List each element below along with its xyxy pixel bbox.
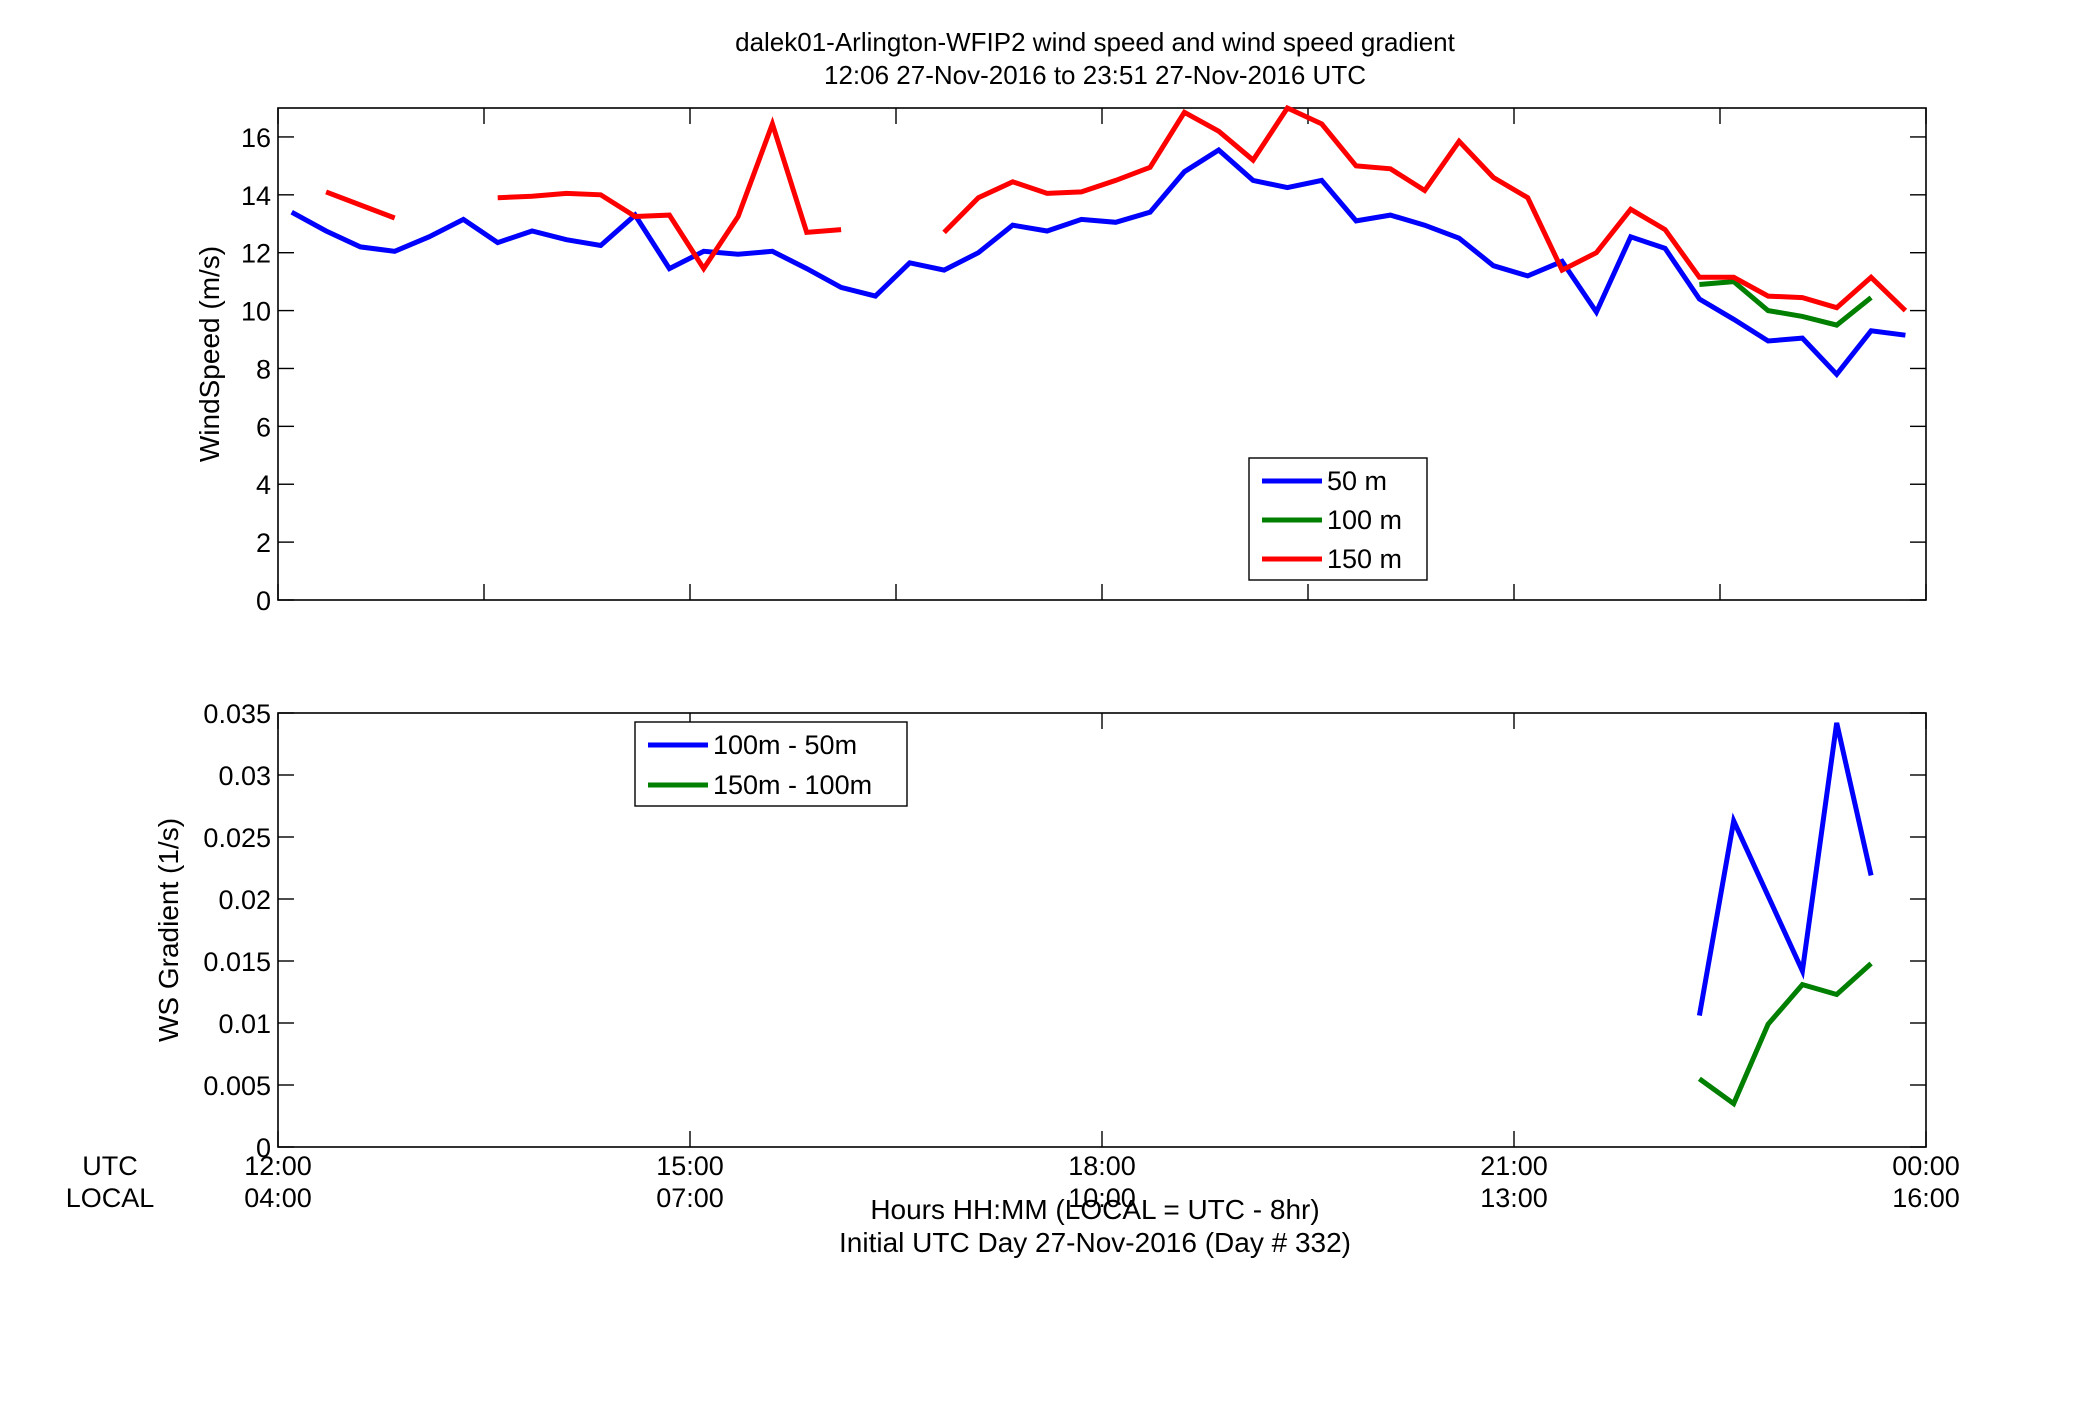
y-tick-label: 0.02	[218, 885, 271, 915]
y-tick-label: 0.035	[203, 699, 271, 729]
gradient-legend: 100m - 50m 150m - 100m	[634, 721, 908, 807]
y-tick-label: 0.015	[203, 947, 271, 977]
series-line-100-m	[1699, 279, 1873, 328]
legend-entry-label: 50 m	[1327, 466, 1387, 496]
y-tick-label: 14	[241, 181, 271, 211]
y-tick-label: 4	[256, 470, 271, 500]
local-tick-label: 13:00	[1480, 1183, 1548, 1213]
y-tick-label: 0.005	[203, 1071, 271, 1101]
utc-tick-label: 18:00	[1068, 1151, 1136, 1181]
y-tick-label: 0.01	[218, 1009, 271, 1039]
series-line-150-m	[325, 189, 396, 221]
chart-subtitle: 12:06 27-Nov-2016 to 23:51 27-Nov-2016 U…	[824, 60, 1366, 90]
series-line-150-m	[942, 104, 1908, 313]
y-tick-label: 16	[241, 123, 271, 153]
series-line-100m-50m	[1696, 722, 1874, 1017]
y-tick-label: 0.03	[218, 761, 271, 791]
local-tick-label: 16:00	[1892, 1183, 1960, 1213]
y-tick-label: 0	[256, 1133, 271, 1163]
time-axis-labels: UTC LOCAL 12:00 15:00 18:00 21:00 00:00 04:00…	[66, 1151, 1960, 1213]
y-tick-label: 10	[241, 297, 271, 327]
y-tick-label: 0	[256, 586, 271, 616]
plot-frame	[277, 712, 1927, 1148]
utc-tick-label: 00:00	[1892, 1151, 1960, 1181]
chart-title: dalek01-Arlington-WFIP2 wind speed and w…	[735, 27, 1456, 57]
y-tick-label: 0.025	[203, 823, 271, 853]
wind-speed-legend: 50 m 100 m 150 m	[1248, 457, 1428, 581]
legend-box	[634, 721, 908, 807]
series-line-150m-100m	[1697, 961, 1873, 1108]
plot-frame	[277, 107, 1927, 601]
y-axis-label: WS Gradient (1/s)	[153, 818, 184, 1042]
series-line-50-m	[290, 146, 1906, 379]
y-axis-label: WindSpeed (m/s)	[194, 246, 225, 462]
legend-entry-label: 150m - 100m	[713, 770, 872, 800]
series-line-150-m	[497, 116, 842, 274]
wind-speed-gradient-plot: 0 0.005 0.01 0.015 0.02 0.025 0.03 0.035 WS Grad…	[153, 699, 1927, 1163]
utc-tick-label: 15:00	[656, 1151, 724, 1181]
local-row-label: LOCAL	[66, 1183, 155, 1213]
y-tick-label: 6	[256, 412, 271, 442]
legend-entry-label: 100m - 50m	[713, 730, 857, 760]
y-tick-label: 8	[256, 354, 271, 384]
y-tick-label: 12	[241, 239, 271, 269]
local-tick-label: 07:00	[656, 1183, 724, 1213]
local-tick-label: 10:00	[1068, 1183, 1136, 1213]
utc-tick-label: 12:00	[244, 1151, 312, 1181]
utc-tick-label: 21:00	[1480, 1151, 1548, 1181]
y-tick-label: 2	[256, 528, 271, 558]
local-tick-label: 04:00	[244, 1183, 312, 1213]
x-axis-sublabel: Initial UTC Day 27-Nov-2016 (Day # 332)	[839, 1227, 1351, 1258]
x-axis-label: Hours HH:MM (LOCAL = UTC - 8hr)	[870, 1194, 1319, 1225]
utc-row-label: UTC	[82, 1151, 138, 1181]
legend-entry-label: 100 m	[1327, 505, 1402, 535]
wind-speed-plot: 0 2 4 6 8 10 12 14 16 WindSpeed (m/s) 50 m 100 m 150…	[194, 104, 1927, 616]
legend-entry-label: 150 m	[1327, 544, 1402, 574]
